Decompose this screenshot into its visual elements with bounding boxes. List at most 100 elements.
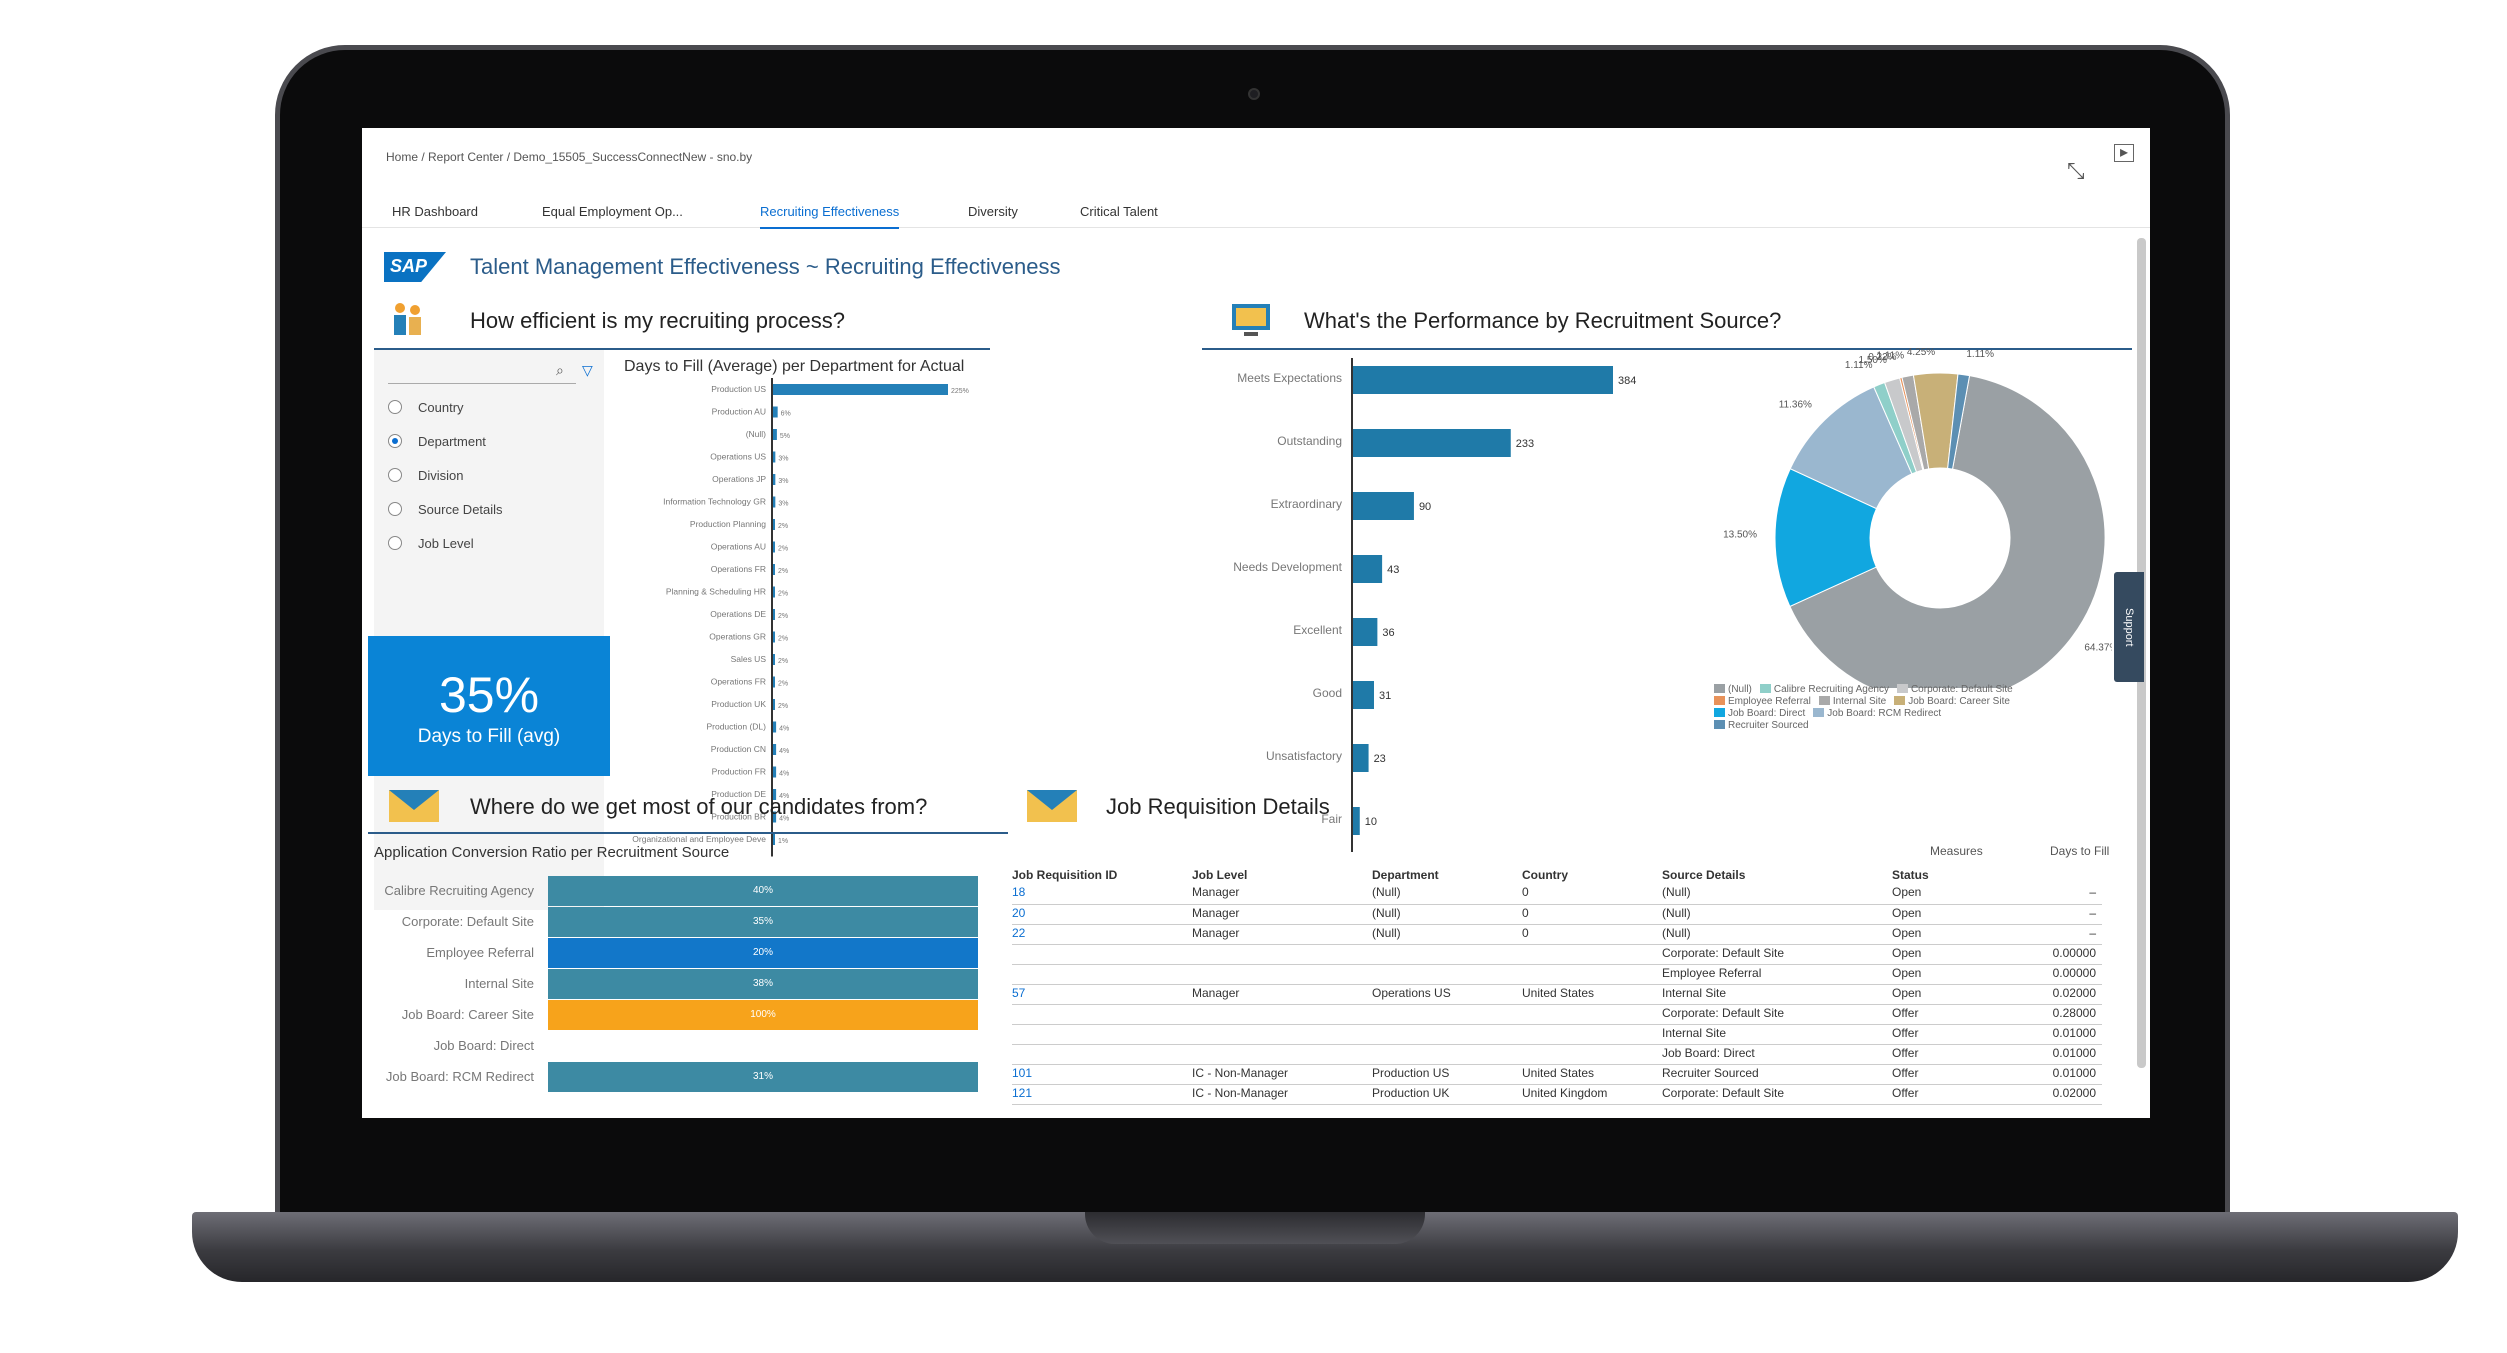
column-header[interactable]: Source Details xyxy=(1662,868,1746,882)
bar xyxy=(1353,807,1360,835)
donut-slice xyxy=(1947,373,1971,470)
bar[interactable]: 38% xyxy=(548,969,978,999)
tab-critical-talent[interactable]: Critical Talent xyxy=(1080,204,1158,219)
legend-label: Recruiter Sourced xyxy=(1728,720,1809,731)
legend-item[interactable]: (Null) xyxy=(1714,684,1752,696)
table-cell: Operations US xyxy=(1372,984,1522,1005)
table-cell: (Null) xyxy=(1662,884,1892,905)
days-to-fill-chart: Production US 225% Production AU 6% (Null) 5%… xyxy=(632,378,969,857)
table-cell xyxy=(1192,1024,1372,1045)
table-row: Corporate: Default Site Open 0.00000 xyxy=(1012,944,2102,965)
category-label: Operations JP xyxy=(712,474,766,484)
table-cell[interactable]: 57 xyxy=(1012,984,1192,1005)
table-cell: Corporate: Default Site xyxy=(1662,944,1892,965)
present-icon[interactable]: ▸ xyxy=(2114,144,2134,162)
radio-source-details[interactable]: Source Details xyxy=(388,502,503,517)
slice-label: 64.37% xyxy=(2084,642,2112,653)
table-cell[interactable]: 22 xyxy=(1012,924,1192,945)
legend-item[interactable]: Job Board: RCM Redirect xyxy=(1813,708,1941,720)
table-cell xyxy=(1372,1004,1522,1025)
recruitment-source-donut-chart: 64.37%13.50%11.36%1.11%1.50%0.22%1.11%4.… xyxy=(1723,348,2112,688)
table-cell xyxy=(1192,1044,1372,1065)
legend-item[interactable]: Job Board: Career Site xyxy=(1894,696,2010,708)
data-label: 2% xyxy=(778,681,788,688)
section-underline xyxy=(368,832,1008,834)
table-cell: Open xyxy=(1892,924,1982,945)
category-label: Needs Development xyxy=(1233,560,1342,574)
table-cell: – xyxy=(1982,904,2102,925)
data-label: 2% xyxy=(778,658,788,665)
conversion-row: Job Board: Career Site 100% xyxy=(362,1000,1002,1030)
category-label: (Null) xyxy=(746,429,766,439)
bar[interactable]: 35% xyxy=(548,907,978,937)
days-to-fill-label: Days to Fill xyxy=(2050,844,2110,858)
tab-equal-employment[interactable]: Equal Employment Op... xyxy=(542,204,683,219)
category-label: Employee Referral xyxy=(426,945,534,960)
radio-department[interactable]: Department xyxy=(388,434,486,449)
table-cell[interactable]: 20 xyxy=(1012,904,1192,925)
table-cell: 0.02000 xyxy=(1982,984,2102,1005)
table-cell: Employee Referral xyxy=(1662,964,1892,985)
donut-slice xyxy=(1789,375,2106,688)
table-cell[interactable]: 101 xyxy=(1012,1064,1192,1085)
bar xyxy=(773,699,775,710)
table-cell[interactable]: 18 xyxy=(1012,884,1192,905)
kpi-tile[interactable]: 35% Days to Fill (avg) xyxy=(368,636,610,776)
bar[interactable]: 20% xyxy=(548,938,978,968)
legend-item[interactable]: Corporate: Default Site xyxy=(1896,684,2013,696)
legend-item[interactable]: Internal Site xyxy=(1818,696,1886,708)
radio-label: Department xyxy=(418,434,486,449)
legend-swatch xyxy=(1714,720,1725,729)
category-label: Production (DL) xyxy=(706,722,766,732)
filter-search-input[interactable] xyxy=(388,364,576,384)
bar xyxy=(1353,492,1414,520)
radio-job-level[interactable]: Job Level xyxy=(388,536,474,551)
table-cell: (Null) xyxy=(1372,884,1522,905)
data-label: 3% xyxy=(778,501,788,508)
category-label: Operations US xyxy=(710,452,766,462)
bar[interactable]: 100% xyxy=(548,1000,978,1030)
category-label: Operations FR xyxy=(711,564,766,574)
data-label: 2% xyxy=(778,636,788,643)
filter-icon[interactable]: ▽ xyxy=(582,362,593,378)
legend-item[interactable]: Calibre Recruiting Agency xyxy=(1759,684,1889,696)
bar[interactable]: 40% xyxy=(548,876,978,906)
table-cell: Open xyxy=(1892,884,1982,905)
support-tab[interactable]: Support xyxy=(2114,572,2144,682)
search-icon[interactable]: ⌕ xyxy=(556,362,564,378)
column-header[interactable]: Status xyxy=(1892,868,1929,882)
radio-circle[interactable] xyxy=(388,468,402,482)
column-header[interactable]: Job Requisition ID xyxy=(1012,868,1118,882)
tab-recruiting-effectiveness[interactable]: Recruiting Effectiveness xyxy=(760,204,900,229)
radio-label: Country xyxy=(418,400,464,415)
tab-diversity[interactable]: Diversity xyxy=(968,204,1018,219)
category-label: Outstanding xyxy=(1277,434,1342,448)
dashboard-screen: Home / Report Center / Demo_15505_Succes… xyxy=(362,128,2150,1118)
data-label: 10 xyxy=(1365,816,1377,828)
chart-title-days-to-fill: Days to Fill (Average) per Department fo… xyxy=(624,358,965,375)
bar xyxy=(773,519,775,530)
legend-item[interactable]: Recruiter Sourced xyxy=(1714,720,1809,732)
kpi-value: 35% xyxy=(438,667,540,723)
conversion-ratio-chart: Calibre Recruiting Agency 40% Corporate: D… xyxy=(362,876,1002,1116)
column-header[interactable] xyxy=(1982,866,2102,884)
breadcrumb[interactable]: Home / Report Center / Demo_15505_Succes… xyxy=(386,150,753,164)
bar[interactable]: 31% xyxy=(548,1062,978,1092)
radio-country[interactable]: Country xyxy=(388,400,464,415)
column-header[interactable]: Job Level xyxy=(1192,868,1248,882)
tab-hr-dashboard[interactable]: HR Dashboard xyxy=(392,204,478,219)
collapse-icon[interactable]: ⤡ xyxy=(2067,158,2085,183)
radio-circle[interactable] xyxy=(388,536,402,550)
radio-label: Source Details xyxy=(418,502,503,517)
legend-swatch xyxy=(1894,696,1906,705)
column-header[interactable]: Department xyxy=(1372,868,1439,882)
legend-item[interactable]: Job Board: Direct xyxy=(1714,708,1805,720)
data-label: 384 xyxy=(1618,375,1636,387)
radio-circle[interactable] xyxy=(388,400,402,414)
radio-circle[interactable] xyxy=(388,434,402,448)
table-cell[interactable]: 121 xyxy=(1012,1084,1192,1105)
legend-item[interactable]: Employee Referral xyxy=(1714,696,1811,708)
radio-division[interactable]: Division xyxy=(388,468,464,483)
column-header[interactable]: Country xyxy=(1522,868,1568,882)
radio-circle[interactable] xyxy=(388,502,402,516)
